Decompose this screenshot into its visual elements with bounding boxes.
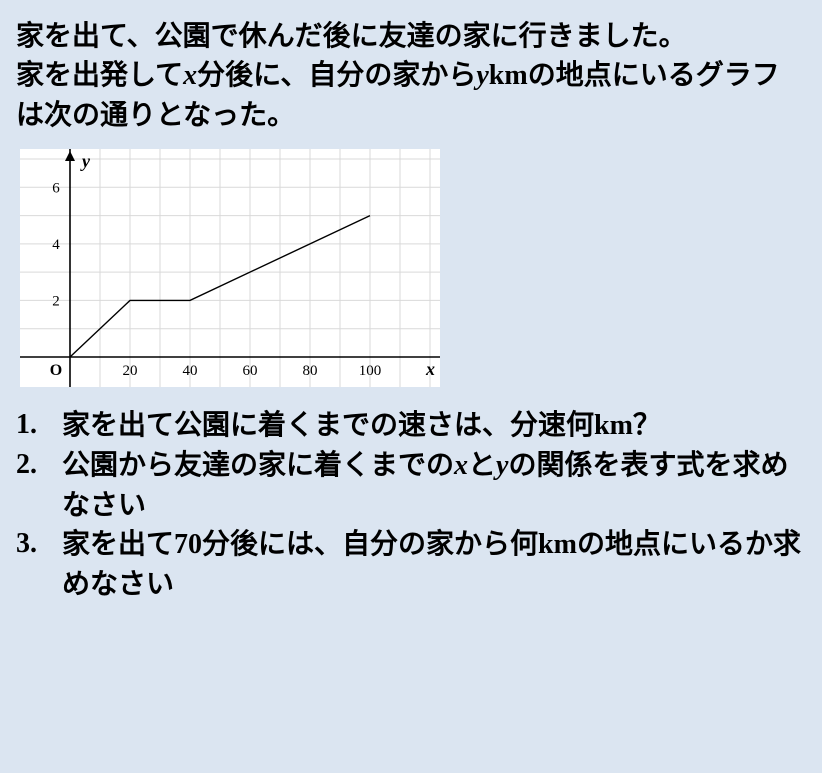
question-1: 家を出て公園に着くまでの速さは、分速何km？	[16, 405, 806, 445]
question-3: 家を出て70分後には、自分の家から何kmの地点にいるか求めなさい	[16, 524, 806, 603]
svg-text:40: 40	[183, 363, 198, 379]
q2-text-b: と	[468, 449, 496, 480]
svg-text:80: 80	[303, 363, 318, 379]
svg-text:O: O	[50, 362, 62, 379]
q3-unit: km	[538, 529, 577, 560]
question-list: 家を出て公園に着くまでの速さは、分速何km？ 公園から友達の家に着くまでのxとy…	[16, 405, 806, 604]
svg-text:4: 4	[52, 236, 60, 252]
q2-var-y: y	[496, 450, 508, 481]
svg-text:2: 2	[52, 293, 60, 309]
svg-text:60: 60	[243, 363, 258, 379]
q2-text-a: 公園から友達の家に着くまでの	[62, 449, 454, 480]
q1-unit: km	[594, 410, 633, 441]
var-x: x	[183, 60, 197, 91]
problem-statement: 家を出て、公園で休んだ後に友達の家に行きました。 家を出発してx分後に、自分の家…	[16, 16, 806, 135]
problem-line2-a: 家を出発して	[16, 59, 183, 90]
q3-text-a: 家を出て	[62, 528, 174, 559]
q1-text-a: 家を出て公園に着くまでの速さは、分速何	[62, 409, 594, 440]
chart-svg: 20 40 60 80 100 2 4 6 Ox y	[20, 149, 440, 387]
svg-text:x: x	[425, 359, 435, 379]
var-y: y	[476, 60, 488, 91]
q2-var-x: x	[454, 450, 468, 481]
q3-num: 70	[174, 529, 202, 560]
svg-text:20: 20	[123, 363, 138, 379]
q1-text-b: ？	[633, 409, 661, 440]
problem-line1: 家を出て、公園で休んだ後に友達の家に行きました。	[16, 20, 687, 51]
unit-km: km	[489, 60, 528, 91]
svg-text:6: 6	[52, 180, 60, 196]
distance-time-chart: 20 40 60 80 100 2 4 6 Ox y	[20, 149, 440, 387]
problem-line2-b: 分後に、自分の家から	[197, 59, 476, 90]
q3-text-b: 分後には、自分の家から何	[202, 528, 538, 559]
question-2: 公園から友達の家に着くまでのxとyの関係を表す式を求めなさい	[16, 445, 806, 524]
svg-text:y: y	[80, 151, 91, 171]
svg-text:100: 100	[359, 363, 382, 379]
